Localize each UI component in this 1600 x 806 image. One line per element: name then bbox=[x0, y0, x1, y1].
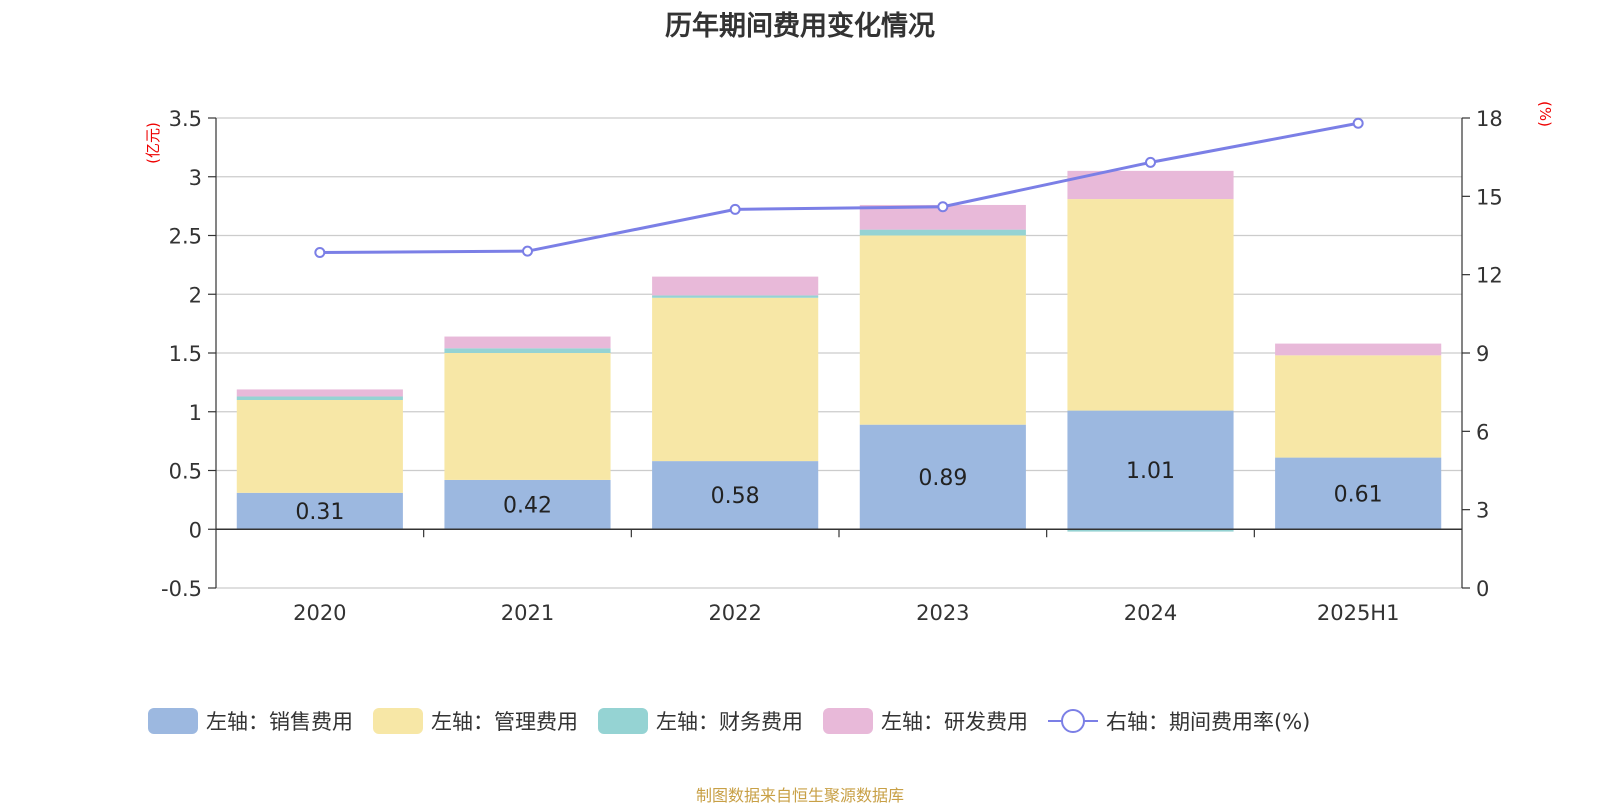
bar-segment bbox=[1275, 457, 1442, 530]
category-label: 2024 bbox=[1124, 601, 1177, 625]
legend-swatch bbox=[598, 708, 648, 734]
bars bbox=[236, 170, 1442, 532]
bar-data-label: 0.89 bbox=[918, 466, 967, 491]
chart-title: 历年期间费用变化情况 bbox=[665, 11, 935, 42]
category-label: 2020 bbox=[293, 601, 346, 625]
legend-label: 左轴：研发费用 bbox=[881, 710, 1028, 734]
bar-segment bbox=[1275, 343, 1442, 356]
bar-segment bbox=[652, 297, 819, 462]
legend-label: 左轴：财务费用 bbox=[656, 710, 803, 734]
rate-point bbox=[937, 201, 949, 213]
right-tick-label: 18 bbox=[1476, 107, 1503, 131]
data-labels: 0.31 0.42 0.58 0.89 1.01 0.61 bbox=[295, 459, 1382, 525]
right-tick-label: 0 bbox=[1476, 577, 1489, 601]
left-tick-label: 1 bbox=[189, 401, 202, 425]
rate-point bbox=[1145, 156, 1156, 168]
rate-point bbox=[522, 245, 533, 257]
bar-segment bbox=[652, 295, 819, 298]
rate-point bbox=[1352, 117, 1364, 129]
bar-data-label: 0.42 bbox=[503, 494, 552, 519]
legend-label: 左轴：销售费用 bbox=[206, 710, 353, 734]
right-tick-label: 3 bbox=[1476, 499, 1489, 523]
left-tick-label: 0.5 bbox=[169, 460, 202, 484]
left-tick-label: 3 bbox=[189, 166, 202, 190]
category-label: 2023 bbox=[916, 601, 969, 625]
source-note: 制图数据来自恒生聚源数据库 bbox=[695, 786, 904, 805]
bar-data-label: 0.31 bbox=[295, 500, 344, 525]
left-tick-label: -0.5 bbox=[161, 577, 202, 601]
rate-line-path bbox=[319, 121, 1359, 254]
bar-segment bbox=[444, 348, 611, 353]
left-axis-unit: (亿元) bbox=[144, 122, 162, 164]
left-tick-label: 2.5 bbox=[169, 225, 202, 249]
bar-segment bbox=[859, 424, 1026, 530]
category-label: 2022 bbox=[708, 601, 761, 625]
bar-data-label: 0.61 bbox=[1334, 482, 1383, 507]
left-tick-label: 0 bbox=[189, 518, 202, 542]
right-axis-unit: (%) bbox=[1536, 101, 1554, 127]
bar-segment bbox=[652, 461, 819, 530]
bar-segment bbox=[236, 389, 403, 397]
bar-segment bbox=[444, 353, 611, 480]
category-label: 2025H1 bbox=[1317, 601, 1400, 625]
bar-segment bbox=[236, 492, 403, 530]
legend: 左轴：销售费用 左轴：管理费用 左轴：财务费用 左轴：研发费用 右轴：期间费用率(%) bbox=[148, 708, 1310, 734]
bar-segment bbox=[236, 396, 403, 400]
bar-data-label: 0.58 bbox=[711, 484, 760, 509]
rate-line bbox=[314, 117, 1364, 258]
left-tick-label: 1.5 bbox=[169, 342, 202, 366]
rate-point bbox=[729, 203, 741, 215]
bar-segment bbox=[444, 336, 611, 349]
legend-swatch bbox=[823, 708, 873, 734]
category-label: 2021 bbox=[501, 601, 554, 625]
right-tick-label: 12 bbox=[1476, 264, 1503, 288]
right-tick-label: 15 bbox=[1476, 185, 1503, 209]
right-tick-label: 6 bbox=[1476, 420, 1489, 444]
right-tick-label: 9 bbox=[1476, 342, 1489, 366]
legend-line-marker bbox=[1061, 709, 1085, 733]
bar-segment bbox=[859, 229, 1026, 236]
bar-segment bbox=[859, 235, 1026, 425]
axes: -0.5 0 0.5 1 1.5 2 2.5 3 3.5 0 3 6 9 12 15 18 2020 2021 20… bbox=[144, 101, 1554, 625]
rate-point bbox=[314, 246, 326, 258]
legend-label: 左轴：管理费用 bbox=[431, 710, 578, 734]
bar-data-label: 1.01 bbox=[1126, 459, 1175, 484]
legend-label: 右轴：期间费用率(%) bbox=[1106, 710, 1310, 734]
bar-segment bbox=[236, 400, 403, 493]
bar-segment bbox=[1275, 355, 1442, 458]
left-tick-label: 3.5 bbox=[169, 107, 202, 131]
legend-swatch bbox=[373, 708, 423, 734]
left-tick-label: 2 bbox=[189, 283, 202, 307]
bar-segment bbox=[1067, 199, 1234, 411]
legend-swatch bbox=[148, 708, 198, 734]
bar-segment bbox=[652, 276, 819, 296]
bar-segment bbox=[444, 479, 611, 530]
bar-segment bbox=[1067, 529, 1234, 532]
bar-segment bbox=[1067, 410, 1234, 530]
